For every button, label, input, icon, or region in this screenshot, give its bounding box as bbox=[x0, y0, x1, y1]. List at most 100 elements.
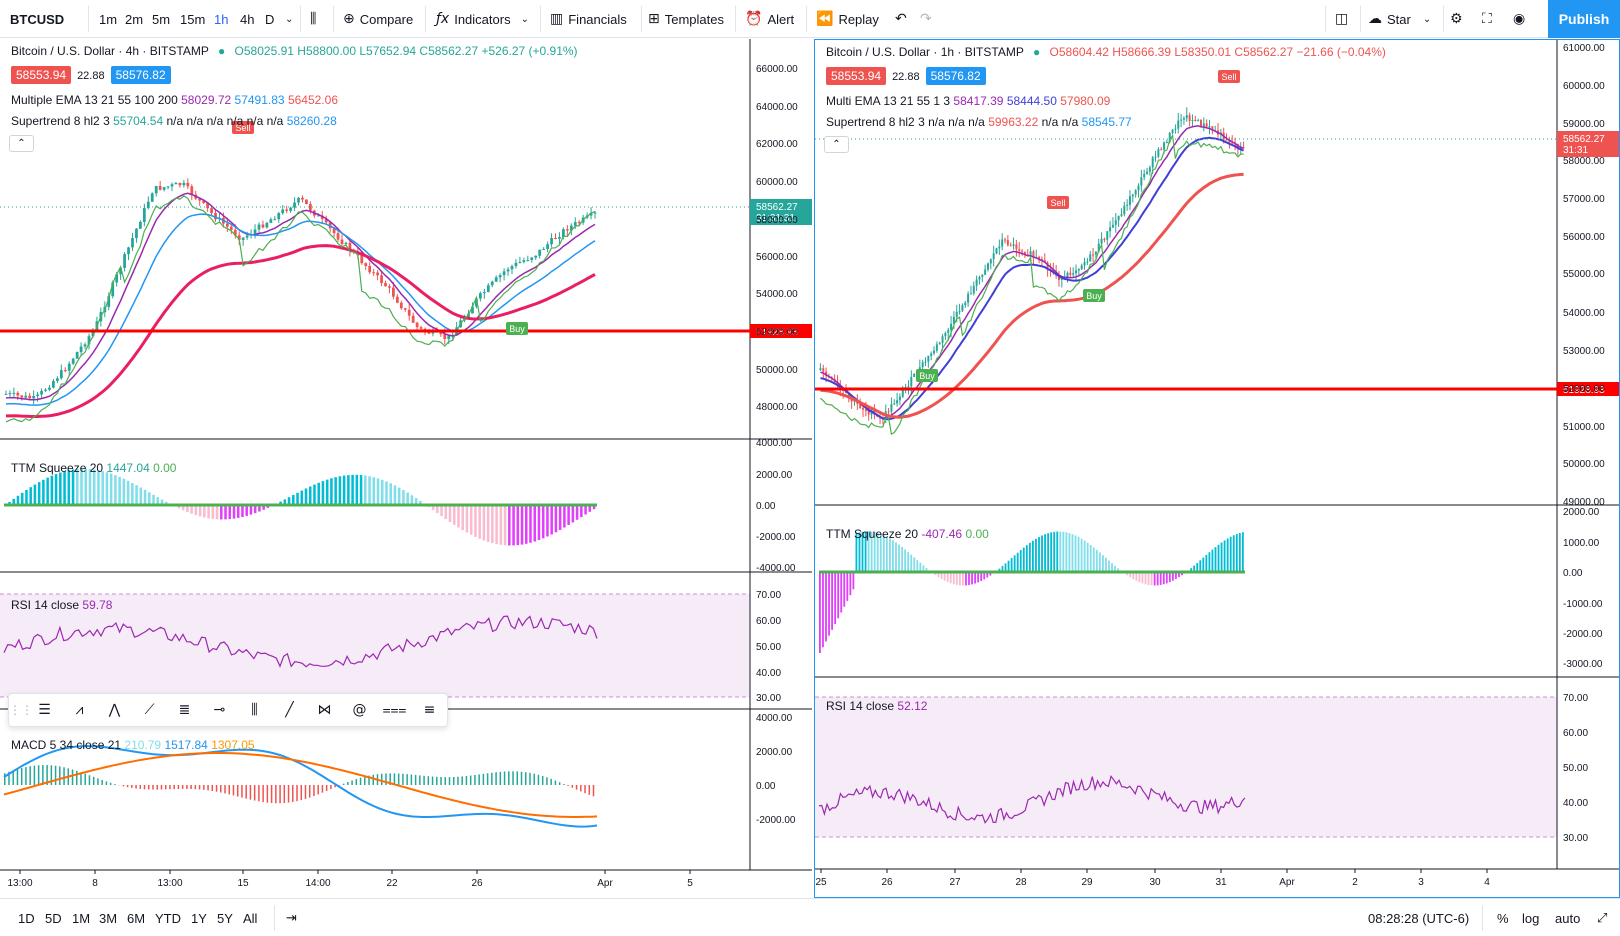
right-rsi-legend[interactable]: RSI 14 close 52.12 bbox=[826, 699, 927, 713]
log-scale-toggle[interactable]: log bbox=[1522, 910, 1540, 926]
parallel-channel-tool-icon[interactable]: ⩶ bbox=[382, 702, 407, 718]
layout-button[interactable]: ◫ bbox=[1335, 0, 1353, 38]
range-1y[interactable]: 1Y bbox=[191, 910, 207, 926]
candle-body bbox=[1194, 119, 1197, 121]
ttm-bar bbox=[97, 470, 100, 505]
ray-tool-icon[interactable]: ╱ bbox=[285, 702, 294, 718]
goto-date-icon[interactable]: ⇥ bbox=[286, 910, 297, 926]
right-collapse-legend-button[interactable]: ⌃ bbox=[824, 136, 849, 153]
undo-button[interactable]: ↶ bbox=[895, 0, 912, 38]
right-supertrend-legend[interactable]: Supertrend 8 hl2 3 n/a n/a n/a 59963.22 … bbox=[826, 115, 1132, 129]
range-ytd[interactable]: YTD bbox=[155, 910, 181, 926]
interval-d[interactable]: D bbox=[265, 11, 275, 27]
ttm-bar bbox=[882, 535, 885, 572]
ttm-bar bbox=[946, 572, 949, 583]
candle-body bbox=[1083, 262, 1086, 266]
range-5y[interactable]: 5Y bbox=[217, 910, 233, 926]
candle-body bbox=[48, 387, 51, 390]
right-sell-price[interactable]: 58553.94 bbox=[826, 67, 887, 85]
macd-histogram-bar bbox=[325, 785, 328, 791]
price-axis-label: 56000.00 bbox=[756, 252, 798, 263]
interval-15m[interactable]: 15m bbox=[180, 11, 206, 27]
percent-scale-toggle[interactable]: % bbox=[1497, 910, 1509, 926]
range-3m[interactable]: 3M bbox=[99, 910, 118, 926]
range-6m[interactable]: 6M bbox=[127, 910, 146, 926]
left-ema-legend[interactable]: Multiple EMA 13 21 55 100 200 58029.72 5… bbox=[11, 93, 338, 107]
left-buy-price[interactable]: 58576.82 bbox=[110, 66, 171, 84]
snapshot-button[interactable]: ◉ bbox=[1513, 0, 1530, 38]
publish-button[interactable]: Publish bbox=[1548, 0, 1620, 38]
indicators-button[interactable]: ƒx Indicators ⌄ bbox=[436, 11, 529, 27]
expand-icon[interactable]: ⤢ bbox=[1597, 910, 1608, 926]
interval-2m[interactable]: 2m bbox=[125, 11, 144, 27]
interval-4h[interactable]: 4h bbox=[240, 11, 255, 27]
left-collapse-legend-button[interactable]: ⌃ bbox=[9, 135, 34, 152]
ttm-bar bbox=[109, 473, 113, 505]
replay-button[interactable]: ⏪ Replay bbox=[816, 11, 879, 27]
candle-body bbox=[281, 209, 285, 214]
clock-time[interactable]: 08:28:28 (UTC-6) bbox=[1368, 910, 1470, 926]
compare-button[interactable]: ⊕ Compare bbox=[343, 11, 414, 27]
star-button[interactable]: ☁ Star ⌄ bbox=[1368, 11, 1432, 27]
chart-type-button[interactable]: ⫼ bbox=[310, 0, 321, 38]
left-ttm-legend[interactable]: TTM Squeeze 20 1447.04 0.00 bbox=[11, 461, 176, 475]
range-all[interactable]: All bbox=[243, 910, 258, 926]
range-1d[interactable]: 1D bbox=[18, 910, 35, 926]
macd-histogram-bar bbox=[436, 776, 438, 785]
fib-channel-tool-icon[interactable]: ≡ bbox=[423, 702, 436, 718]
horizontal-ray-tool-icon[interactable]: ⊸ bbox=[213, 702, 226, 718]
right-chart-pane[interactable]: 51928.93 58562.27 31:31 61000.00 60000.00 590… bbox=[814, 39, 1620, 898]
range-1m[interactable]: 1M bbox=[72, 910, 91, 926]
interval-1m[interactable]: 1m bbox=[99, 11, 118, 27]
macd-histogram-bar bbox=[414, 774, 417, 785]
right-ttm-legend[interactable]: TTM Squeeze 20 -407.46 0.00 bbox=[826, 527, 989, 541]
bars-pattern-tool-icon[interactable]: ⫼ bbox=[251, 702, 258, 718]
drag-handle-icon[interactable]: ⋮⋮ bbox=[9, 703, 33, 717]
fib-retracement-tool-icon[interactable]: ≣ bbox=[178, 702, 191, 718]
fullscreen-button[interactable]: ⛶ bbox=[1482, 0, 1497, 38]
redo-button[interactable]: ↷ bbox=[920, 0, 937, 38]
ttm-bar bbox=[1217, 544, 1220, 572]
candle-body bbox=[75, 352, 79, 359]
elliott-wave-tool-icon[interactable]: ⩘ bbox=[75, 702, 84, 718]
symbol-search[interactable]: BTCUSD bbox=[10, 11, 65, 27]
ttm-bar bbox=[1062, 531, 1065, 572]
candle-body bbox=[986, 263, 989, 270]
candle-body bbox=[131, 238, 134, 248]
interval-1h[interactable]: 1h bbox=[214, 11, 229, 27]
candle-body bbox=[944, 332, 947, 337]
right-ema-legend[interactable]: Multi EMA 13 21 55 1 3 58417.39 58444.50… bbox=[826, 94, 1110, 108]
range-5d[interactable]: 5D bbox=[45, 910, 62, 926]
trend-line-tool-icon[interactable]: ⟋ bbox=[144, 702, 155, 718]
auto-scale-toggle[interactable]: auto bbox=[1555, 910, 1581, 926]
interval-5m[interactable]: 5m bbox=[152, 11, 171, 27]
abcd-pattern-tool-icon[interactable]: ⋀ bbox=[108, 702, 121, 718]
chevron-up-icon: ⌃ bbox=[832, 139, 841, 150]
interval-dropdown-icon[interactable]: ⌄ bbox=[285, 13, 294, 25]
financials-button[interactable]: ▥ Financials bbox=[550, 11, 627, 27]
candle-body bbox=[1211, 126, 1214, 131]
settings-button[interactable]: ⚙ bbox=[1450, 0, 1468, 38]
ttm-bar bbox=[849, 572, 852, 596]
left-macd-legend[interactable]: MACD 5 34 close 21 210.79 1517.84 1307.0… bbox=[11, 738, 255, 752]
macd-histogram-bar bbox=[351, 780, 353, 785]
candle-body bbox=[554, 238, 557, 240]
candle-body bbox=[947, 329, 950, 333]
right-buy-price[interactable]: 58576.82 bbox=[925, 67, 986, 85]
macd-histogram-bar bbox=[402, 773, 404, 785]
templates-button[interactable]: ⊞ Templates bbox=[648, 11, 724, 27]
xabcd-pattern-tool-icon[interactable]: ⋈ bbox=[317, 702, 332, 718]
candle-body bbox=[214, 213, 217, 220]
alert-button[interactable]: ⏰ Alert bbox=[745, 11, 795, 27]
fib-spiral-tool-icon[interactable]: @ bbox=[352, 702, 367, 718]
left-ema-val-2: 57491.83 bbox=[234, 93, 285, 107]
horizontal-lines-tool-icon[interactable]: ☰ bbox=[38, 702, 51, 718]
left-sell-price[interactable]: 58553.94 bbox=[11, 66, 72, 84]
candle-body bbox=[522, 260, 526, 263]
ttm-bar bbox=[444, 505, 448, 520]
left-chart-pane[interactable]: 51928.93 58562.27 01:31:31 66000.00 64000.00… bbox=[0, 39, 812, 898]
left-supertrend-legend[interactable]: Supertrend 8 hl2 3 55704.54 n/a n/a n/a … bbox=[11, 114, 337, 128]
left-rsi-legend[interactable]: RSI 14 close 59.78 bbox=[11, 598, 112, 612]
